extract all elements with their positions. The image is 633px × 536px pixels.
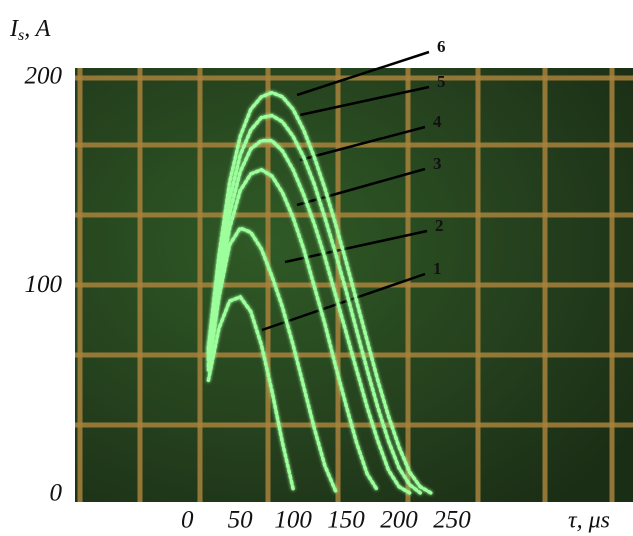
x-axis-label: τ, μs bbox=[568, 508, 610, 534]
y-label-unit: , A bbox=[24, 16, 51, 42]
x-tick-label: 200 bbox=[380, 507, 418, 534]
series-label: 2 bbox=[435, 216, 444, 235]
x-tick-label: 100 bbox=[274, 507, 312, 534]
y-tick-label: 200 bbox=[25, 63, 63, 90]
x-tick-label: 0 bbox=[181, 507, 194, 534]
chart: Is, A τ, μs 0 100 200 0 50 100 150 200 250 1 2 3 4 5 6 bbox=[0, 0, 633, 536]
x-tick-label: 150 bbox=[327, 507, 365, 534]
series-label: 6 bbox=[437, 37, 446, 56]
y-tick-label: 100 bbox=[25, 271, 63, 298]
x-tick-label: 50 bbox=[228, 507, 254, 534]
y-axis-label: Is, A bbox=[9, 16, 51, 44]
series-label: 4 bbox=[433, 112, 442, 131]
series-label: 3 bbox=[433, 154, 442, 173]
series-label: 1 bbox=[433, 259, 442, 278]
series-label: 5 bbox=[437, 72, 446, 91]
y-tick-label: 0 bbox=[50, 480, 63, 507]
x-tick-label: 250 bbox=[433, 507, 471, 534]
